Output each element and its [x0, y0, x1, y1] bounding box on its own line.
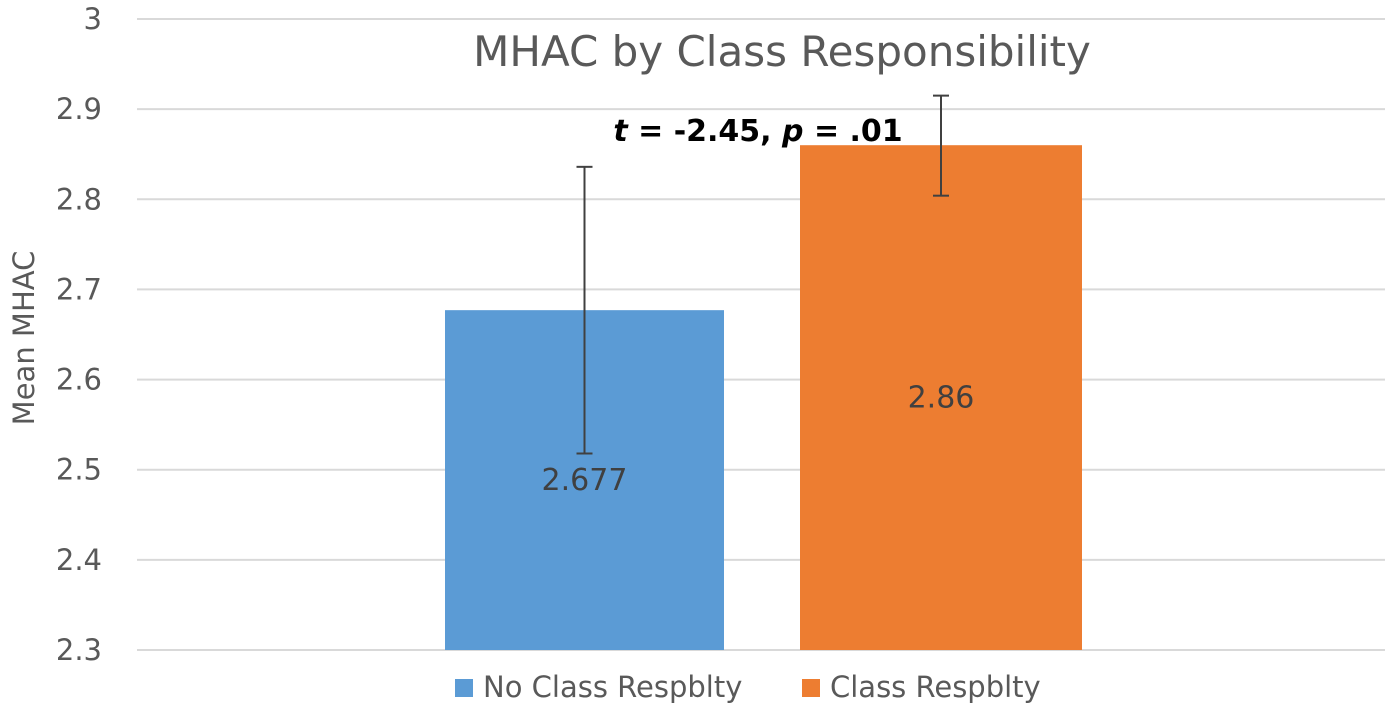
legend-swatch — [455, 679, 473, 697]
y-tick-label: 2.7 — [56, 272, 102, 306]
legend-swatch — [802, 679, 820, 697]
chart-title: MHAC by Class Responsibility — [473, 27, 1091, 76]
y-axis-label: Mean MHAC — [7, 251, 41, 426]
bars-layer — [445, 145, 1082, 650]
data-labels-layer: 2.677 2.86 — [542, 381, 975, 498]
p-symbol: p — [781, 114, 803, 149]
t-symbol: t — [613, 114, 629, 149]
p-value: = .01 — [804, 114, 903, 149]
grid-layer — [137, 18, 1385, 651]
legend-label: Class Respblty — [830, 670, 1041, 704]
y-tick-label: 2.5 — [56, 453, 102, 487]
y-tick-label: 2.8 — [56, 182, 102, 216]
t-value: = -2.45, — [628, 114, 782, 149]
t-test-annotation: t = -2.45, p = .01 — [613, 114, 902, 149]
y-tick-label: 3 — [84, 2, 102, 36]
error-bars-layer — [576, 94, 949, 455]
y-tick-label: 2.6 — [56, 363, 102, 397]
y-tick-label: 2.9 — [56, 92, 102, 126]
bar — [800, 145, 1082, 650]
data-label: 2.86 — [908, 381, 975, 416]
y-axis-ticks: 2.3 2.4 2.5 2.6 2.7 2.8 2.9 3 — [56, 2, 102, 667]
y-tick-label: 2.4 — [56, 543, 102, 577]
y-tick-label: 2.3 — [56, 633, 102, 667]
legend: No Class Respblty Class Respblty — [455, 670, 1041, 704]
legend-label: No Class Respblty — [483, 670, 742, 704]
data-label: 2.677 — [542, 463, 628, 498]
